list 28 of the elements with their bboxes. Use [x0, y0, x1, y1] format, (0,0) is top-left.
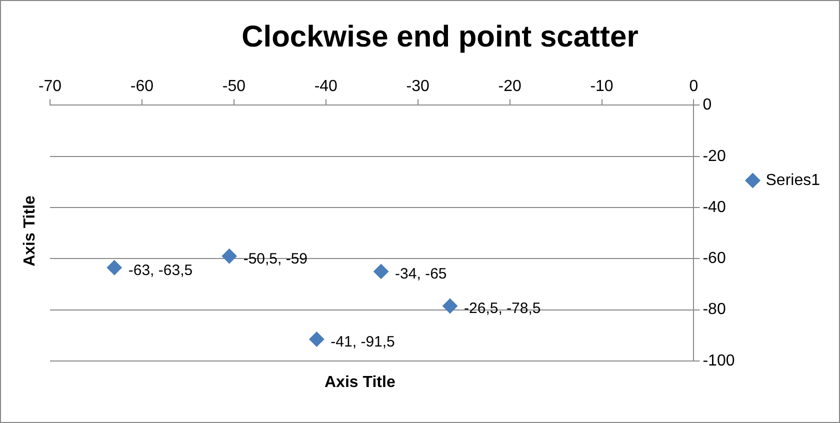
- data-label: -63, -63,5: [128, 262, 193, 279]
- x-tick-label: -40: [314, 78, 338, 96]
- x-tick-label: -60: [130, 78, 154, 96]
- point: [309, 332, 324, 347]
- point: [106, 260, 122, 276]
- x-tick-label: -10: [590, 78, 614, 96]
- data-label: -41, -91,5: [330, 333, 395, 350]
- x-tick-label: -30: [406, 78, 430, 96]
- y-tick-label: -100: [702, 352, 735, 370]
- point: [442, 298, 458, 314]
- point: [374, 264, 389, 279]
- y-tick-label: -60: [702, 250, 726, 268]
- point: [222, 248, 237, 264]
- x-tick-label: -20: [498, 78, 522, 96]
- data-label: -50,5, -59: [243, 250, 308, 268]
- y-tick-label: 0: [702, 96, 712, 114]
- chart-title: Clockwise end point scatter: [242, 20, 639, 54]
- legend-label: Series1: [766, 172, 820, 189]
- x-axis-title: Axis Title: [324, 374, 396, 392]
- data-label: -26,5, -78,5: [464, 300, 541, 318]
- x-tick-label: 0: [689, 78, 698, 96]
- data-label: -34, -65: [395, 266, 447, 283]
- x-tick-label: -70: [38, 78, 62, 96]
- y-tick-label: -20: [702, 148, 726, 165]
- y-tick-label: -80: [702, 301, 726, 318]
- y-tick-label: -40: [702, 198, 726, 216]
- x-tick-label: -50: [222, 78, 246, 96]
- y-axis-title: Axis Title: [20, 196, 39, 266]
